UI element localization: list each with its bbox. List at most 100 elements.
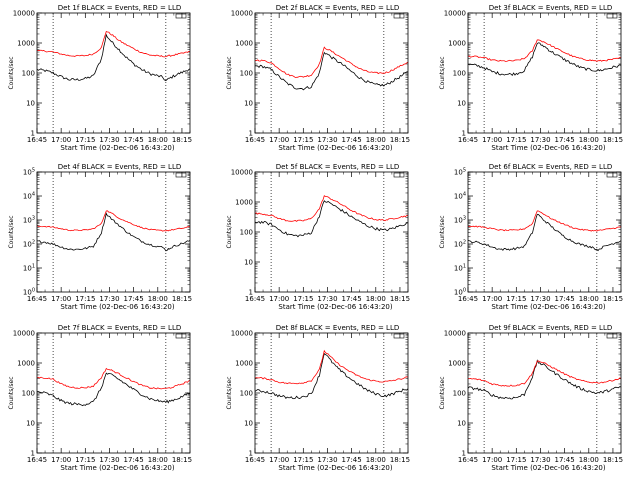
x-tick-label: 17:00: [51, 295, 71, 303]
x-tick-label: 17:30: [99, 295, 119, 303]
y-axis-label: Counts/sec: [8, 56, 15, 89]
x-tick-label: 18:00: [579, 295, 599, 303]
x-tick-label: 17:45: [342, 456, 362, 464]
plot-frame: [254, 332, 409, 454]
x-tick-label: 17:30: [530, 136, 550, 144]
x-tick-label: 16:45: [458, 456, 478, 464]
x-tick-label: 16:45: [245, 295, 265, 303]
plot-frame: [467, 171, 622, 293]
plot-frame: [467, 12, 622, 134]
lld-series-line: [468, 360, 621, 387]
x-axis-label: Start Time (02-Dec-06 16:43:20): [491, 144, 605, 152]
y-tick-label: 103: [454, 216, 466, 225]
x-tick-label: 17:30: [99, 456, 119, 464]
legend-box: [175, 172, 187, 178]
x-tick-label: 18:00: [366, 295, 386, 303]
x-tick-label: 16:45: [27, 295, 47, 303]
panel-title: Det 8f BLACK = Events, RED = LLD: [276, 324, 399, 332]
x-tick-label: 18:00: [366, 136, 386, 144]
x-tick-label: 17:45: [342, 136, 362, 144]
y-tick-label: 100: [240, 390, 253, 398]
events-series-line: [468, 359, 621, 400]
x-tick-label: 16:45: [27, 456, 47, 464]
x-tick-label: 17:00: [482, 136, 502, 144]
legend-box: [175, 333, 187, 339]
y-tick-label: 100: [240, 229, 253, 237]
y-tick-label: 100: [240, 70, 253, 78]
plot-frame: [254, 12, 409, 134]
x-tick-label: 18:15: [172, 136, 192, 144]
y-tick-label: 102: [23, 240, 35, 249]
panel-9: Det 9f BLACK = Events, RED = LLD 1 10 100 10…: [439, 324, 623, 472]
events-series-line: [255, 352, 408, 400]
panel-4: Det 4f BLACK = Events, RED = LLD 100 101 10…: [8, 163, 192, 311]
panel-1: Det 1f BLACK = Events, RED = LLD 1 10 100 10…: [8, 4, 192, 152]
y-tick-label: 103: [23, 216, 35, 225]
y-tick-label: 1000: [448, 360, 466, 368]
y-tick-label: 10: [457, 100, 466, 108]
legend-box: [175, 13, 187, 19]
y-axis-label: Counts/sec: [439, 56, 446, 89]
y-tick-label: 100: [454, 288, 466, 297]
y-tick-label: 10000: [13, 10, 35, 18]
legend-box: [606, 13, 618, 19]
x-tick-label: 17:00: [269, 456, 289, 464]
lld-series-line: [468, 39, 621, 62]
x-tick-label: 17:45: [342, 295, 362, 303]
x-axis-label: Start Time (02-Dec-06 16:43:20): [60, 303, 174, 311]
y-tick-label: 1: [249, 130, 253, 138]
x-tick-label: 17:45: [555, 295, 575, 303]
y-tick-label: 100: [453, 390, 466, 398]
y-tick-label: 1: [249, 289, 253, 297]
x-tick-label: 17:15: [75, 456, 95, 464]
x-tick-label: 17:00: [51, 136, 71, 144]
y-tick-label: 100: [22, 390, 35, 398]
x-tick-label: 17:15: [506, 136, 526, 144]
lld-series-line: [37, 30, 190, 58]
events-series-line: [37, 212, 190, 252]
x-tick-label: 18:15: [603, 136, 623, 144]
x-tick-label: 18:00: [579, 136, 599, 144]
x-tick-label: 18:15: [172, 295, 192, 303]
y-axis-label: Counts/sec: [8, 215, 15, 248]
x-axis-label: Start Time (02-Dec-06 16:43:20): [491, 303, 605, 311]
legend-box: [606, 172, 618, 178]
panel-title: Det 6f BLACK = Events, RED = LLD: [489, 163, 612, 171]
x-tick-label: 16:45: [245, 456, 265, 464]
x-tick-label: 18:15: [390, 136, 410, 144]
x-tick-label: 17:00: [482, 456, 502, 464]
x-tick-label: 18:15: [603, 456, 623, 464]
y-tick-label: 10: [244, 420, 253, 428]
panel-5: Det 5f BLACK = Events, RED = LLD 1 10 100 10…: [226, 163, 410, 311]
lld-series-line: [37, 210, 190, 232]
x-axis-label: Start Time (02-Dec-06 16:43:20): [278, 303, 392, 311]
x-axis-label: Start Time (02-Dec-06 16:43:20): [278, 464, 392, 472]
y-tick-label: 1000: [235, 40, 253, 48]
x-tick-label: 18:00: [366, 456, 386, 464]
y-tick-label: 1: [462, 130, 466, 138]
lld-series-line: [255, 349, 408, 385]
x-tick-label: 18:00: [148, 456, 168, 464]
x-tick-label: 17:15: [293, 456, 313, 464]
panel-title: Det 4f BLACK = Events, RED = LLD: [58, 163, 181, 171]
x-tick-label: 16:45: [27, 136, 47, 144]
y-tick-label: 1: [31, 450, 35, 458]
y-tick-label: 10: [26, 420, 35, 428]
x-tick-label: 17:15: [293, 136, 313, 144]
x-tick-label: 17:30: [317, 456, 337, 464]
x-tick-label: 17:30: [530, 456, 550, 464]
y-tick-label: 100: [22, 70, 35, 78]
x-tick-label: 18:15: [172, 456, 192, 464]
plot-frame: [36, 332, 191, 454]
y-tick-label: 102: [454, 240, 466, 249]
y-tick-label: 100: [453, 70, 466, 78]
y-tick-label: 104: [23, 192, 35, 201]
x-tick-label: 17:45: [555, 136, 575, 144]
panel-7: Det 7f BLACK = Events, RED = LLD 1 10 100 10…: [8, 324, 192, 472]
y-tick-label: 1: [462, 450, 466, 458]
x-tick-label: 17:30: [317, 136, 337, 144]
panel-title: Det 2f BLACK = Events, RED = LLD: [276, 4, 399, 12]
x-tick-label: 18:15: [603, 295, 623, 303]
x-axis-label: Start Time (02-Dec-06 16:43:20): [278, 144, 392, 152]
